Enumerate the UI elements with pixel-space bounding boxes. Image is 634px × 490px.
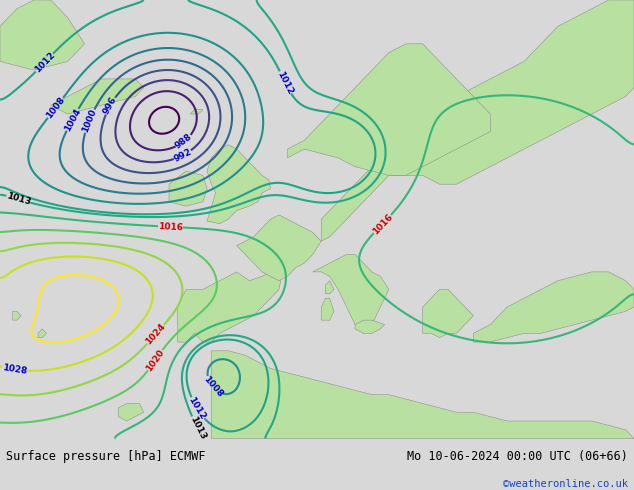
Text: 1013: 1013 <box>5 192 32 207</box>
Text: 1020: 1020 <box>145 347 166 373</box>
Polygon shape <box>178 272 281 342</box>
Polygon shape <box>0 0 84 70</box>
Text: 1012: 1012 <box>32 50 56 74</box>
Polygon shape <box>355 320 385 333</box>
Polygon shape <box>169 171 207 206</box>
Polygon shape <box>321 0 634 241</box>
Text: 1016: 1016 <box>371 212 394 236</box>
Polygon shape <box>313 254 389 333</box>
Text: 1000: 1000 <box>81 108 98 134</box>
Text: 992: 992 <box>172 147 193 164</box>
Text: 1008: 1008 <box>202 375 224 399</box>
Polygon shape <box>423 290 474 338</box>
Text: 1004: 1004 <box>63 106 82 133</box>
Text: 988: 988 <box>174 132 194 151</box>
Text: 1008: 1008 <box>44 95 67 121</box>
Polygon shape <box>13 311 21 320</box>
Text: 1013: 1013 <box>188 415 207 441</box>
Polygon shape <box>207 145 271 223</box>
Text: Surface pressure [hPa] ECMWF: Surface pressure [hPa] ECMWF <box>6 450 206 463</box>
Polygon shape <box>236 215 321 281</box>
Polygon shape <box>51 79 144 114</box>
Text: 1028: 1028 <box>1 363 27 375</box>
Polygon shape <box>190 110 203 114</box>
Text: 1012: 1012 <box>187 395 207 421</box>
Polygon shape <box>474 272 634 342</box>
Polygon shape <box>287 44 490 175</box>
Polygon shape <box>38 329 46 338</box>
Text: ©weatheronline.co.uk: ©weatheronline.co.uk <box>503 479 628 489</box>
Text: 1016: 1016 <box>158 221 183 232</box>
Polygon shape <box>321 298 334 320</box>
Text: 996: 996 <box>101 96 119 116</box>
Polygon shape <box>325 281 334 294</box>
Text: Mo 10-06-2024 00:00 UTC (06+66): Mo 10-06-2024 00:00 UTC (06+66) <box>407 450 628 463</box>
Text: 1012: 1012 <box>276 70 295 96</box>
Text: 1024: 1024 <box>144 322 167 346</box>
Polygon shape <box>211 351 634 439</box>
Polygon shape <box>119 403 144 421</box>
